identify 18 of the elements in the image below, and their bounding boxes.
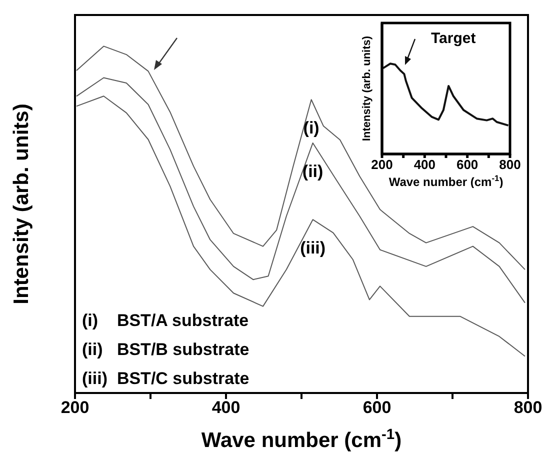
x-tick-label: 600 — [456, 157, 478, 172]
series-label: (i) — [303, 118, 320, 138]
annotation: (iii) BST/C substrate — [82, 368, 250, 390]
annotation: Target — [431, 30, 476, 47]
series-label: (ii) — [302, 162, 324, 181]
x-tick-label: 200 — [60, 398, 90, 418]
x-tick-label: 600 — [362, 398, 392, 418]
annotation: (i) BST/A substrate — [82, 310, 250, 332]
series-label: (iii) — [300, 238, 326, 258]
x-tick-label: 400 — [414, 157, 436, 172]
annotation: (ii) BST/B substrate — [82, 339, 250, 361]
y-axis-title: Intensity (arb. units) — [361, 36, 373, 142]
x-tick-label: 200 — [371, 157, 393, 172]
y-axis-title: Intensity (arb. units) — [10, 104, 33, 304]
x-tick-label: 800 — [514, 398, 542, 418]
x-axis-title: Wave number (cm$^{-1}$) — [201, 427, 402, 452]
x-tick-label: 400 — [212, 398, 240, 418]
x-tick-label: 800 — [499, 157, 521, 172]
